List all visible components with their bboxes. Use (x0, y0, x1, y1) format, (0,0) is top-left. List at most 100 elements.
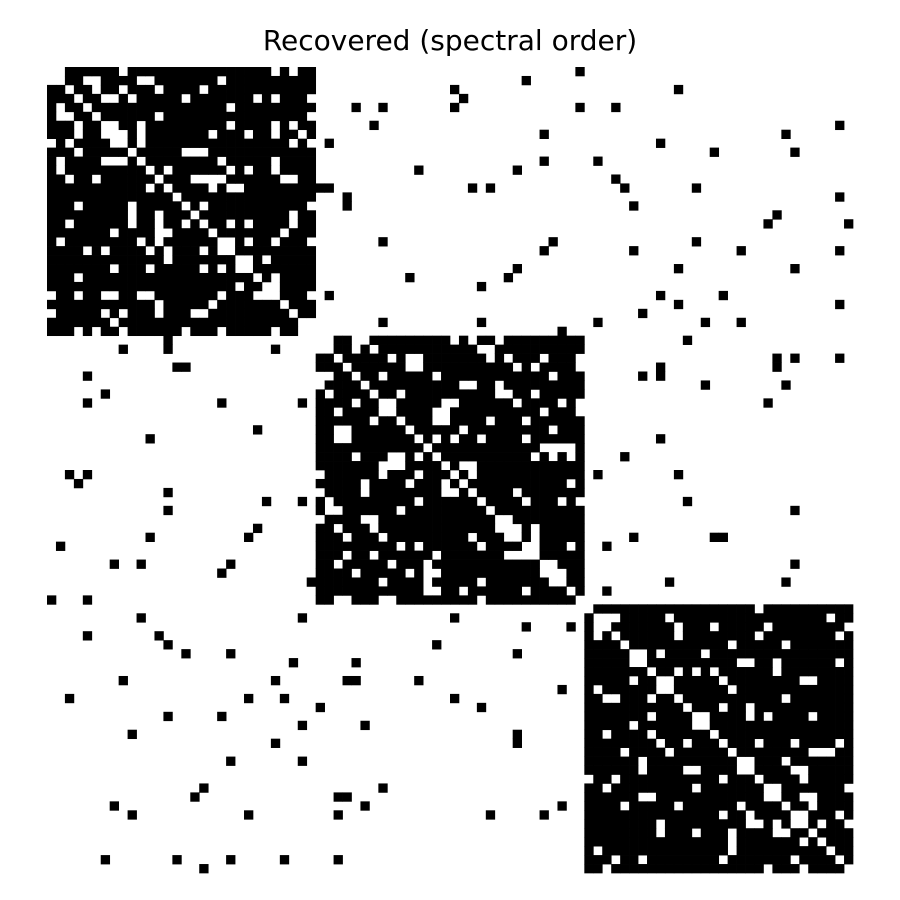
matrix-cell (423, 514, 433, 525)
matrix-cell (261, 201, 272, 211)
matrix-cell (441, 541, 451, 551)
matrix-cell (351, 434, 361, 444)
matrix-cell (808, 810, 818, 820)
matrix-cell (235, 67, 245, 77)
matrix-cell (351, 541, 361, 551)
matrix-cell (611, 819, 621, 829)
matrix-cell (629, 774, 639, 784)
matrix-cell (109, 255, 119, 265)
matrix-cell (620, 774, 630, 784)
matrix-cell (190, 165, 200, 175)
matrix-cell (351, 461, 361, 471)
matrix-cell (647, 783, 657, 793)
matrix-cell (190, 129, 200, 139)
matrix-cell (808, 631, 818, 641)
matrix-cell (163, 335, 173, 345)
matrix-cell (494, 487, 505, 498)
matrix-cell (458, 532, 469, 542)
matrix-cell (620, 837, 630, 847)
matrix-cell (629, 711, 639, 722)
matrix-cell (727, 756, 737, 766)
matrix-cell (647, 819, 657, 829)
matrix-cell (172, 174, 182, 184)
matrix-cell (315, 461, 325, 471)
matrix-cell (181, 174, 191, 184)
matrix-cell (100, 228, 111, 238)
matrix-cell (772, 774, 782, 784)
matrix-cell (181, 120, 191, 131)
matrix-cell (244, 174, 254, 184)
matrix-cell (727, 819, 737, 829)
matrix-cell (288, 111, 299, 122)
matrix-cell (414, 487, 424, 498)
matrix-cell (673, 470, 684, 480)
matrix-cell (423, 550, 433, 560)
matrix-cell (826, 819, 836, 829)
matrix-cell (235, 237, 245, 247)
matrix-cell (351, 425, 361, 435)
matrix-cell (673, 658, 684, 668)
matrix-cell (145, 210, 155, 220)
matrix-cell (172, 156, 182, 166)
matrix-cell (208, 147, 218, 157)
matrix-cell (781, 747, 791, 757)
matrix-cell (324, 550, 334, 560)
matrix-cell (252, 192, 263, 202)
matrix-cell (664, 828, 675, 838)
matrix-cell (235, 219, 245, 229)
matrix-cell (252, 156, 263, 166)
matrix-cell (252, 129, 263, 139)
matrix-cell (145, 308, 155, 319)
matrix-cell (136, 201, 146, 211)
matrix-cell (844, 801, 854, 811)
matrix-cell (378, 317, 388, 328)
matrix-cell (727, 658, 737, 668)
matrix-cell (799, 658, 809, 668)
matrix-cell (673, 837, 684, 847)
matrix-cell (458, 416, 469, 426)
matrix-cell (638, 702, 648, 713)
matrix-cell (217, 711, 227, 722)
matrix-cell (700, 819, 711, 829)
matrix-cell (396, 568, 406, 578)
matrix-cell (727, 613, 737, 623)
matrix-cell (808, 649, 818, 659)
matrix-cell (387, 487, 397, 498)
matrix-cell (244, 156, 254, 166)
matrix-cell (270, 183, 281, 193)
matrix-cell (369, 443, 379, 453)
matrix-cell (64, 299, 75, 310)
matrix-cell (709, 783, 720, 793)
matrix-cell (745, 729, 755, 740)
matrix-cell (261, 192, 272, 202)
matrix-cell (145, 120, 155, 131)
matrix-cell (127, 264, 137, 274)
matrix-cell (190, 201, 200, 211)
matrix-cell (575, 514, 585, 525)
matrix-cell (405, 389, 415, 399)
matrix-cell (217, 272, 227, 283)
matrix-cell (118, 93, 128, 104)
matrix-cell (127, 255, 137, 265)
matrix-cell (718, 532, 728, 542)
matrix-cell (629, 631, 639, 641)
matrix-cell (342, 675, 352, 686)
matrix-cell (521, 75, 531, 86)
matrix-cell (378, 541, 388, 551)
matrix-cell (835, 792, 845, 802)
matrix-cell (118, 255, 128, 265)
matrix-cell (181, 228, 191, 238)
matrix-cell (73, 84, 84, 95)
matrix-cell (682, 649, 693, 659)
matrix-cell (521, 344, 531, 354)
matrix-cell (593, 675, 603, 686)
matrix-cell (629, 828, 639, 838)
matrix-cell (172, 272, 182, 283)
matrix-cell (279, 156, 290, 166)
matrix-cell (217, 201, 227, 211)
matrix-cell (423, 478, 433, 489)
matrix-cell (333, 568, 343, 578)
matrix-cell (664, 801, 675, 811)
matrix-cell (476, 416, 487, 426)
